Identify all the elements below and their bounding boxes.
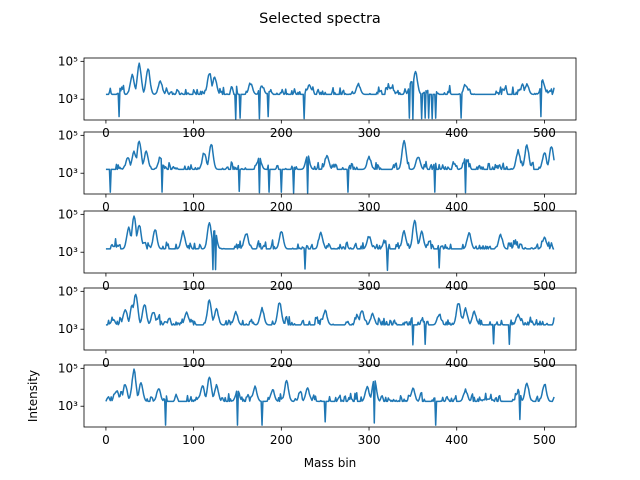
- x-tick-label: 200: [270, 279, 293, 293]
- y-tick-label: 10³: [58, 166, 78, 180]
- x-tick-label: 300: [358, 356, 381, 370]
- x-tick-label: 200: [270, 200, 293, 214]
- x-tick-label: 100: [182, 433, 205, 447]
- x-tick-label: 400: [445, 433, 468, 447]
- series-line: [105, 368, 555, 426]
- x-tick-label: 500: [533, 433, 556, 447]
- x-tick-label: 100: [182, 279, 205, 293]
- x-tick-label: 300: [358, 126, 381, 140]
- x-tick-label: 400: [445, 356, 468, 370]
- panel-3: 0 100 200 300 400 500 10³ 10⁵: [58, 207, 577, 293]
- x-tick-label: 300: [358, 200, 381, 214]
- y-tick-label: 10⁵: [58, 207, 78, 221]
- x-tick-label: 0: [102, 279, 110, 293]
- x-tick-label: 100: [182, 126, 205, 140]
- y-tick-label: 10⁵: [58, 54, 78, 68]
- panel-frame: [83, 131, 577, 195]
- x-tick-label: 400: [445, 126, 468, 140]
- series-line: [105, 215, 555, 272]
- x-tick-label: 500: [533, 279, 556, 293]
- panel-frame: [83, 364, 577, 428]
- x-tick-label: 0: [102, 356, 110, 370]
- panel-1: 0 100 200 300 400 500 10³ 10⁵: [58, 54, 577, 140]
- x-tick-label: 0: [102, 433, 110, 447]
- x-tick-label: 200: [270, 356, 293, 370]
- panel-background: [84, 365, 576, 427]
- y-tick-label: 10⁵: [58, 361, 78, 375]
- panel-frame: [83, 57, 577, 121]
- chart-title: Selected spectra: [259, 11, 381, 27]
- y-axis-label: Intensity: [26, 370, 40, 422]
- x-tick-label: 400: [445, 279, 468, 293]
- y-tick-label: 10⁵: [58, 128, 78, 142]
- x-tick-label: 0: [102, 126, 110, 140]
- y-tick-label: 10³: [58, 322, 78, 336]
- x-tick-label: 300: [358, 433, 381, 447]
- panel-4: 0 100 200 300 400 500 10³ 10⁵: [58, 284, 577, 370]
- x-tick-label: 100: [182, 200, 205, 214]
- series-line: [105, 139, 555, 194]
- x-tick-label: 500: [533, 356, 556, 370]
- x-tick-label: 500: [533, 200, 556, 214]
- series-line: [105, 62, 555, 120]
- panel-2: 0 100 200 300 400 500 10³ 10⁵: [58, 128, 577, 214]
- x-tick-label: 200: [270, 433, 293, 447]
- x-tick-label: 500: [533, 126, 556, 140]
- panel-frame: [83, 210, 577, 274]
- x-tick-label: 300: [358, 279, 381, 293]
- x-axis-label: Mass bin: [304, 456, 357, 470]
- panel-frame: [83, 287, 577, 351]
- y-tick-label: 10³: [58, 92, 78, 106]
- x-tick-label: 0: [102, 200, 110, 214]
- y-tick-label: 10³: [58, 245, 78, 259]
- y-tick-label: 10³: [58, 399, 78, 413]
- series-line: [105, 293, 555, 346]
- x-tick-label: 100: [182, 356, 205, 370]
- x-tick-label: 400: [445, 200, 468, 214]
- panel-5: 0 100 200 300 400 500 10³ 10⁵: [58, 361, 577, 447]
- y-tick-label: 10⁵: [58, 284, 78, 298]
- x-tick-label: 200: [270, 126, 293, 140]
